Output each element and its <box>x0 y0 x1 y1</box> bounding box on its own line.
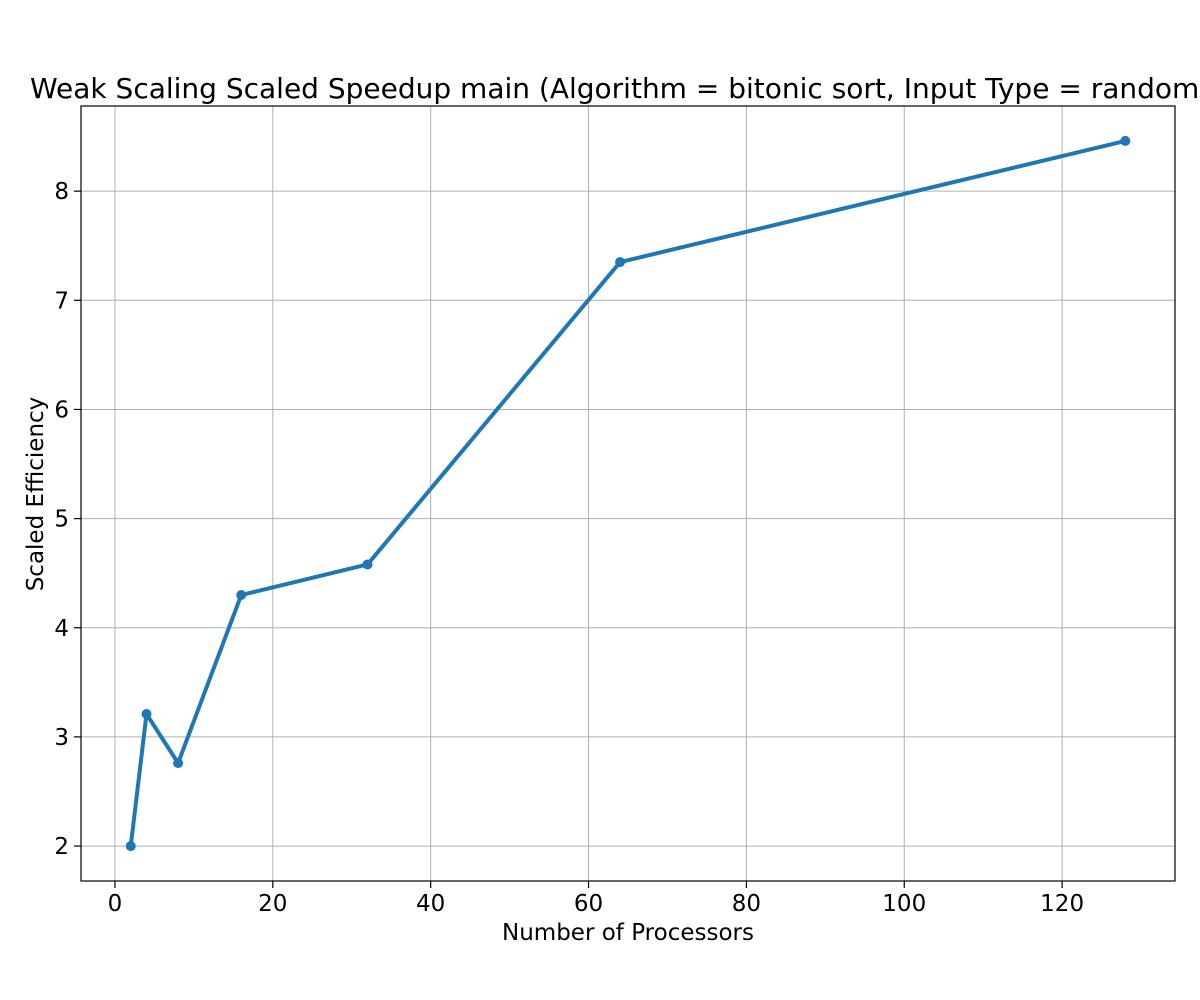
x-tick-label: 80 <box>732 891 761 917</box>
plot-frame <box>80 105 1176 882</box>
series-line <box>128 138 1128 849</box>
y-tick-label: 6 <box>54 397 69 423</box>
data-point <box>173 758 184 769</box>
data-point <box>615 257 626 268</box>
x-axis-label: Number of Processors <box>502 920 754 946</box>
y-axis: 2 3 4 5 6 7 8 <box>54 179 81 860</box>
x-tick-label: 0 <box>108 891 123 917</box>
data-point <box>1120 135 1131 146</box>
y-tick-label: 8 <box>54 179 69 205</box>
x-tick-label: 100 <box>882 891 926 917</box>
y-axis-label: Scaled Efficiency <box>23 397 49 592</box>
data-point <box>236 590 247 601</box>
x-tick-label: 60 <box>574 891 603 917</box>
y-tick-label: 3 <box>54 725 69 751</box>
y-tick-label: 5 <box>54 507 69 533</box>
data-point <box>141 708 152 719</box>
y-tick-label: 7 <box>54 288 69 314</box>
x-axis: 0 20 40 60 80 100 120 <box>108 881 1084 917</box>
x-tick-label: 20 <box>258 891 287 917</box>
data-point <box>125 841 136 852</box>
y-tick-label: 2 <box>54 834 69 860</box>
grid <box>81 106 1175 881</box>
y-tick-label: 4 <box>54 616 69 642</box>
x-tick-label: 120 <box>1040 891 1084 917</box>
data-point <box>362 559 373 570</box>
x-tick-label: 40 <box>416 891 445 917</box>
chart-title: Weak Scaling Scaled Speedup main (Algori… <box>30 72 1200 105</box>
series-layer <box>125 135 1131 852</box>
